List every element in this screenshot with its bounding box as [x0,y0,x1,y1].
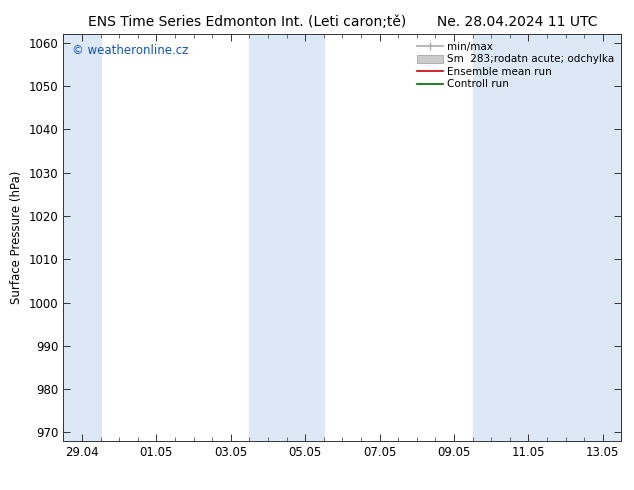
Bar [472,34,621,441]
Text: © weatheronline.cz: © weatheronline.cz [72,45,188,57]
Bar [63,34,101,441]
Title: ENS Time Series Edmonton Int. (Leti caron;tě)       Ne. 28.04.2024 11 UTC: ENS Time Series Edmonton Int. (Leti caro… [87,15,597,29]
Legend: min/max, Sm  283;rodatn acute; odchylka, Ensemble mean run, Controll run: min/max, Sm 283;rodatn acute; odchylka, … [412,37,618,94]
Y-axis label: Surface Pressure (hPa): Surface Pressure (hPa) [10,171,23,304]
Bar [249,34,324,441]
